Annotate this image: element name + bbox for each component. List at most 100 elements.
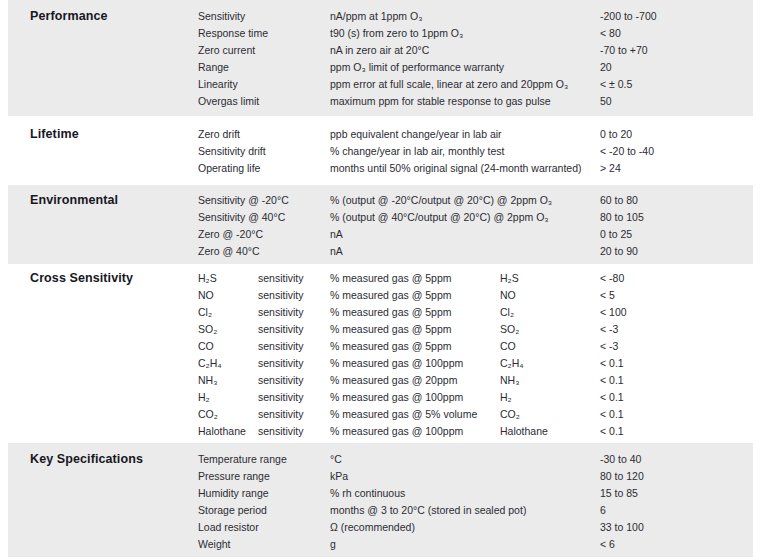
gas-name-repeat: NH₃ — [500, 372, 600, 389]
param-name: Humidity range — [198, 485, 330, 502]
section-key-specifications: Key SpecificationsTemperature range°C-30… — [8, 443, 753, 557]
param-value: 0 to 25 — [600, 226, 753, 243]
sensitivity-label: sensitivity — [258, 287, 330, 304]
gas-name-repeat: C₂H₄ — [500, 355, 600, 372]
spec-row: Humidity range% rh continuous15 to 85 — [198, 485, 753, 502]
section-performance: PerformanceSensitivitynA/ppm at 1ppm O₃-… — [8, 0, 753, 116]
param-value: 60 to 80 — [600, 192, 753, 209]
gas-name: C₂H₄ — [198, 355, 258, 372]
gas-name-repeat: CO₂ — [500, 406, 600, 423]
gas-name-repeat: H₂ — [500, 389, 600, 406]
param-description: % (output @ -20°C/output @ 20°C) @ 2ppm … — [330, 192, 600, 209]
sensitivity-label: sensitivity — [258, 423, 330, 440]
section-title: Key Specifications — [8, 451, 198, 468]
param-value: 50 — [600, 93, 753, 110]
sensitivity-label: sensitivity — [258, 389, 330, 406]
param-description: % measured gas @ 5ppm — [330, 304, 500, 321]
param-name: Load resistor — [198, 519, 330, 536]
param-name: Zero @ -20°C — [198, 226, 330, 243]
param-value: < -80 — [600, 270, 753, 287]
param-value: < 5 — [600, 287, 753, 304]
gas-name-repeat: SO₂ — [500, 321, 600, 338]
param-name: Range — [198, 59, 330, 76]
gas-name-repeat: Halothane — [500, 423, 600, 440]
gas-name-repeat: H₂S — [500, 270, 600, 287]
param-value: < 6 — [600, 536, 753, 553]
param-name: Sensitivity @ 40°C — [198, 209, 330, 226]
param-description: % measured gas @ 5ppm — [330, 338, 500, 355]
spec-table: PerformanceSensitivitynA/ppm at 1ppm O₃-… — [8, 0, 753, 557]
param-value: 33 to 100 — [600, 519, 753, 536]
sensitivity-label: sensitivity — [258, 338, 330, 355]
param-value: 20 — [600, 59, 753, 76]
param-description: % measured gas @ 5% volume — [330, 406, 500, 423]
param-value: 0 to 20 — [600, 126, 753, 143]
gas-name-repeat: Cl₂ — [500, 304, 600, 321]
param-value: < -20 to -40 — [600, 143, 753, 160]
section-title: Environmental — [8, 192, 198, 209]
param-value: < 0.1 — [600, 355, 753, 372]
param-name: Sensitivity @ -20°C — [198, 192, 330, 209]
param-value: < 0.1 — [600, 406, 753, 423]
param-name: Sensitivity — [198, 8, 330, 25]
spec-row: CO₂sensitivity% measured gas @ 5% volume… — [198, 406, 753, 423]
section-title: Cross Sensitivity — [8, 270, 198, 287]
param-description: % measured gas @ 100ppm — [330, 423, 500, 440]
spec-row: H₂Ssensitivity% measured gas @ 5ppmH₂S< … — [198, 270, 753, 287]
sensitivity-label: sensitivity — [258, 270, 330, 287]
spec-row: Zero currentnA in zero air at 20°C-70 to… — [198, 42, 753, 59]
param-description: Ω (recommended) — [330, 519, 600, 536]
param-description: °C — [330, 451, 600, 468]
sensitivity-label: sensitivity — [258, 372, 330, 389]
param-value: 80 to 120 — [600, 468, 753, 485]
spec-row: Zero @ 40°CnA20 to 90 — [198, 243, 753, 260]
param-value: 6 — [600, 502, 753, 519]
param-name: Zero @ 40°C — [198, 243, 330, 260]
section-lifetime: LifetimeZero driftppb equivalent change/… — [8, 116, 753, 185]
spec-row: Temperature range°C-30 to 40 — [198, 451, 753, 468]
spec-row: COsensitivity% measured gas @ 5ppmCO< -3 — [198, 338, 753, 355]
param-value: < 80 — [600, 25, 753, 42]
gas-name: H₂S — [198, 270, 258, 287]
param-name: Pressure range — [198, 468, 330, 485]
spec-row: Linearityppm error at full scale, linear… — [198, 76, 753, 93]
spec-row: Zero @ -20°CnA0 to 25 — [198, 226, 753, 243]
spec-row: Response timet90 (s) from zero to 1ppm O… — [198, 25, 753, 42]
param-description: kPa — [330, 468, 600, 485]
param-value: 15 to 85 — [600, 485, 753, 502]
gas-name: SO₂ — [198, 321, 258, 338]
param-value: < ± 0.5 — [600, 76, 753, 93]
spec-row: Cl₂sensitivity% measured gas @ 5ppmCl₂< … — [198, 304, 753, 321]
section-rows: Temperature range°C-30 to 40Pressure ran… — [198, 451, 753, 553]
param-description: months @ 3 to 20°C (stored in sealed pot… — [330, 502, 600, 519]
param-description: ppm error at full scale, linear at zero … — [330, 76, 600, 93]
param-value: > 24 — [600, 160, 753, 177]
param-description: % rh continuous — [330, 485, 600, 502]
sensitivity-label: sensitivity — [258, 355, 330, 372]
param-name: Sensitivity drift — [198, 143, 330, 160]
spec-row: Sensitivity drift% change/year in lab ai… — [198, 143, 753, 160]
spec-row: H₂sensitivity% measured gas @ 100ppmH₂< … — [198, 389, 753, 406]
param-description: nA/ppm at 1ppm O₃ — [330, 8, 600, 25]
param-name: Operating life — [198, 160, 330, 177]
param-description: % measured gas @ 20ppm — [330, 372, 500, 389]
gas-name: H₂ — [198, 389, 258, 406]
section-cross-sensitivity: Cross SensitivityH₂Ssensitivity% measure… — [8, 264, 753, 443]
sensitivity-label: sensitivity — [258, 321, 330, 338]
gas-name: NH₃ — [198, 372, 258, 389]
spec-row: Sensitivity @ -20°C% (output @ -20°C/out… — [198, 192, 753, 209]
spec-row: NH₃sensitivity% measured gas @ 20ppmNH₃<… — [198, 372, 753, 389]
param-description: % measured gas @ 100ppm — [330, 355, 500, 372]
param-description: nA in zero air at 20°C — [330, 42, 600, 59]
param-description: ppm O₃ limit of performance warranty — [330, 59, 600, 76]
spec-row: SensitivitynA/ppm at 1ppm O₃-200 to -700 — [198, 8, 753, 25]
spec-row: Halothane sensitivity% measured gas @ 100… — [198, 423, 753, 440]
gas-name: CO₂ — [198, 406, 258, 423]
param-description: maximum ppm for stable response to gas p… — [330, 93, 600, 110]
spec-row: SO₂sensitivity% measured gas @ 5ppmSO₂< … — [198, 321, 753, 338]
param-description: % measured gas @ 100ppm — [330, 389, 500, 406]
gas-name: Cl₂ — [198, 304, 258, 321]
gas-name: CO — [198, 338, 258, 355]
param-value: -70 to +70 — [600, 42, 753, 59]
param-description: t90 (s) from zero to 1ppm O₃ — [330, 25, 600, 42]
